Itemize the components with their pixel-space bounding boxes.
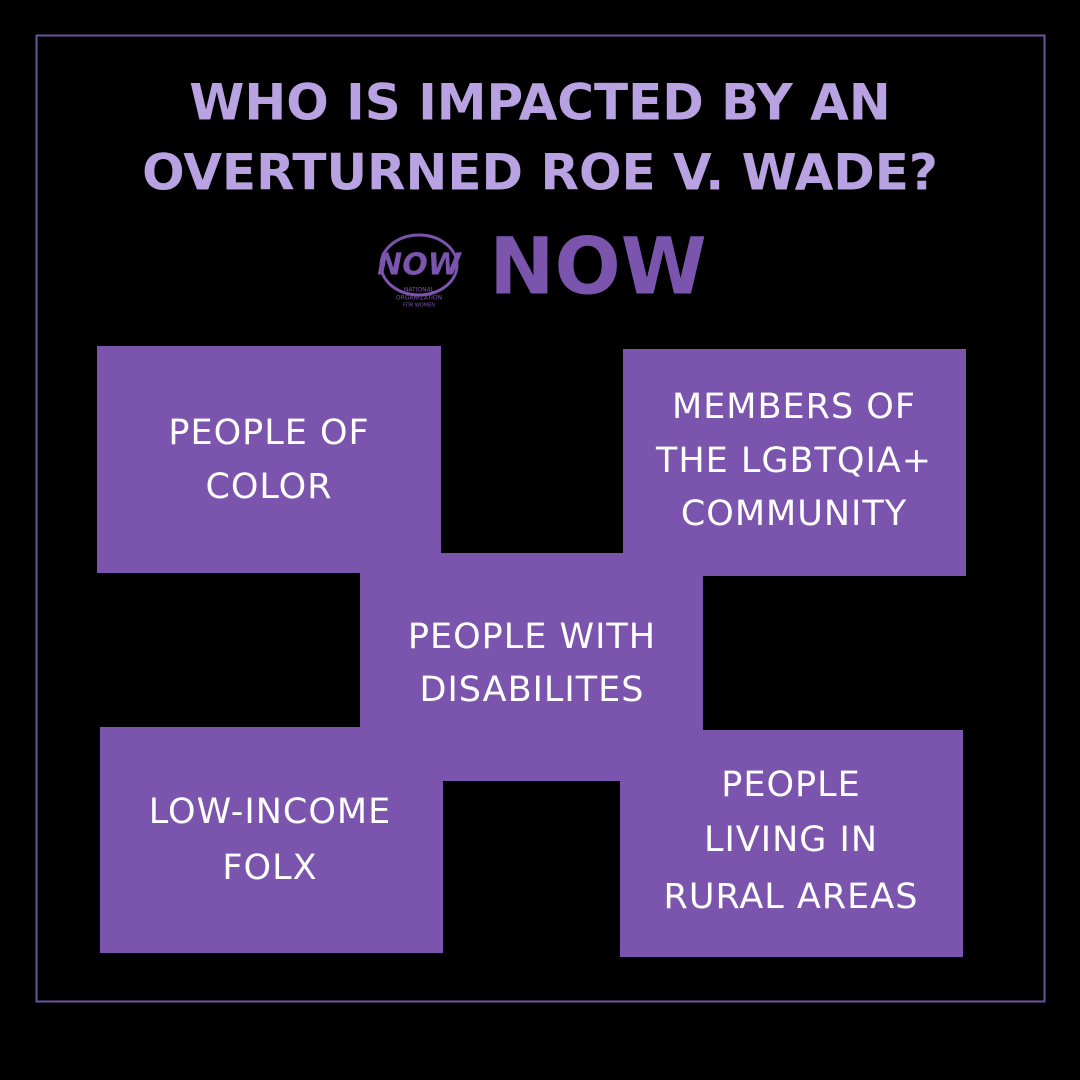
box (620, 730, 963, 957)
emblem-caption: FOR WOMEN (403, 303, 435, 309)
box-label: COMMUNITY (681, 494, 907, 534)
box-label: THE LGBTQIA+ (655, 441, 932, 481)
box-label: DISABILITES (420, 670, 645, 710)
wordmark: NOW (489, 222, 707, 312)
box-label: MEMBERS OF (672, 387, 916, 427)
title-line: WHO IS IMPACTED BY AN (189, 74, 890, 132)
box-label: PEOPLE (721, 765, 861, 805)
box-label: FOLX (222, 848, 317, 888)
box-label: LIVING IN (704, 820, 878, 860)
box (100, 727, 443, 953)
title-line: OVERTURNED ROE V. WADE? (142, 144, 938, 202)
box-label: LOW-INCOME (149, 792, 391, 832)
emblem-text: NOW (377, 248, 463, 283)
box (97, 346, 441, 573)
box (623, 349, 966, 576)
boxes: PEOPLE OF COLOR MEMBERS OF THE LGBTQIA+ COMM… (97, 346, 966, 957)
box-label: RURAL AREAS (664, 877, 919, 917)
emblem-caption: ORGANIZATION (396, 295, 442, 302)
emblem-caption: NATIONAL (404, 287, 435, 294)
logo: NOW NATIONAL ORGANIZATION FOR WOMEN NOW (377, 222, 707, 312)
emblem-globe (379, 233, 459, 297)
frame (35, 34, 1046, 1003)
box-label: PEOPLE WITH (408, 617, 656, 657)
box-label: PEOPLE OF (168, 413, 369, 453)
box-label: COLOR (205, 467, 332, 507)
